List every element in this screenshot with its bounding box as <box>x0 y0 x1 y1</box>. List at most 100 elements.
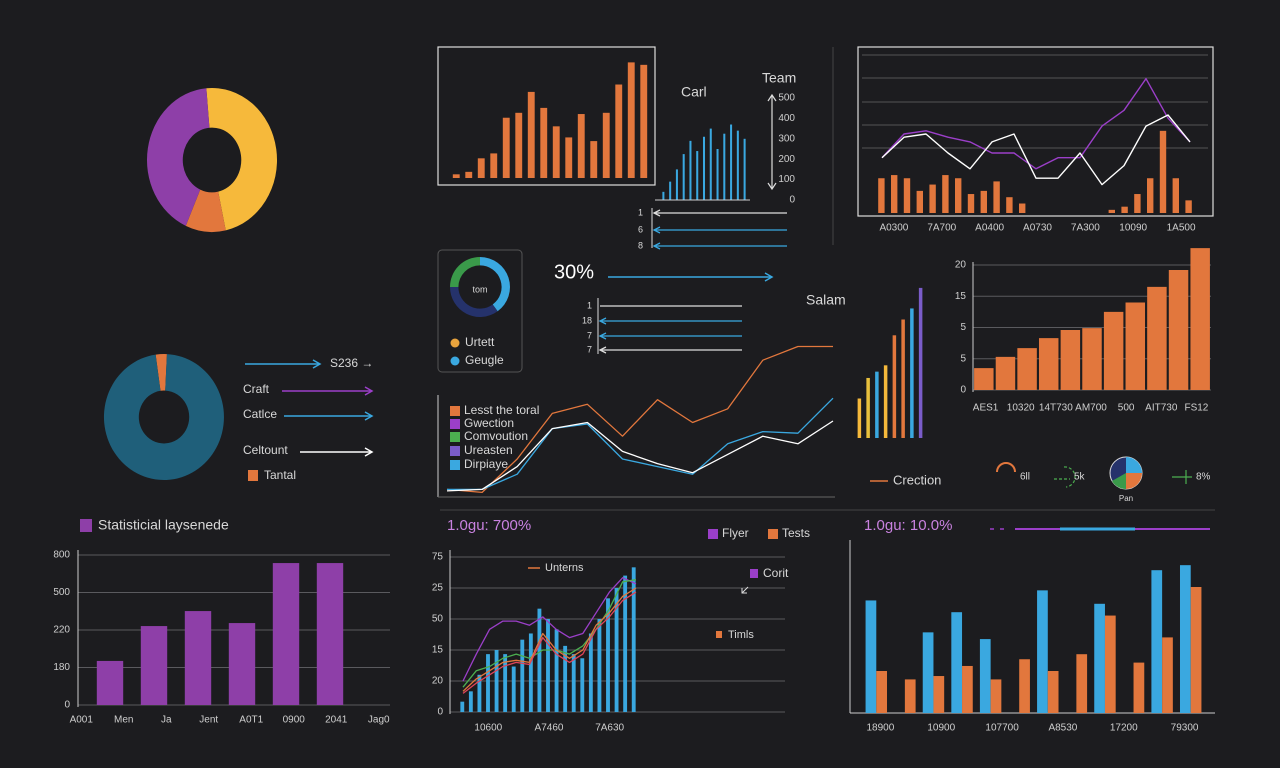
annotation: 1 <box>587 300 592 310</box>
x-tick-label: 10090 <box>1119 223 1147 234</box>
bar <box>540 107 548 178</box>
bar <box>228 623 256 705</box>
bar <box>696 151 699 200</box>
x-tick-label: 14T730 <box>1039 403 1073 414</box>
x-tick-label: 79300 <box>1171 723 1199 734</box>
bar <box>1121 206 1128 213</box>
decoration <box>652 242 661 250</box>
decoration <box>598 346 607 354</box>
x-tick-label: 10900 <box>927 723 955 734</box>
y-tick-label: 300 <box>778 133 795 144</box>
chart-title: Statisticial laysenede <box>98 517 229 533</box>
x-tick-label: 7A700 <box>927 223 956 234</box>
bar <box>96 660 124 705</box>
kpi: 30% <box>554 261 594 283</box>
bar <box>736 130 739 200</box>
donut-label: tom <box>472 284 487 294</box>
x-tick-label: Ja <box>161 715 172 726</box>
bar <box>916 190 923 213</box>
bar <box>865 600 877 713</box>
legend-swatch <box>450 446 460 456</box>
bar <box>1151 570 1163 713</box>
annotation: Craft <box>243 382 270 396</box>
line <box>446 345 833 494</box>
bar <box>1190 587 1202 713</box>
decoration <box>364 386 374 396</box>
bar <box>1038 338 1059 390</box>
y-tick-label: 0 <box>960 385 966 396</box>
bar <box>675 169 678 200</box>
x-tick-label: 2041 <box>325 715 348 726</box>
annotation: Unterns <box>545 562 584 574</box>
decoration <box>764 272 774 282</box>
bar <box>460 701 465 712</box>
bar <box>272 563 300 705</box>
y-tick-label: 50 <box>432 614 444 625</box>
bar <box>716 149 719 200</box>
y-tick-label: 800 <box>53 550 70 561</box>
x-tick-label: 0900 <box>283 715 306 726</box>
gauge-label: 5k <box>1074 472 1086 483</box>
decoration <box>857 46 1214 217</box>
bar <box>1103 311 1124 390</box>
bar <box>468 691 473 712</box>
bar <box>511 666 516 712</box>
pie-slice <box>450 287 498 317</box>
bar <box>614 588 619 712</box>
x-tick-label: 500 <box>1118 403 1135 414</box>
annotation: Timls <box>728 629 754 641</box>
bar <box>1185 200 1192 213</box>
legend-swatch <box>450 432 460 442</box>
bar <box>606 598 610 712</box>
bar <box>876 671 888 713</box>
bar <box>922 632 934 713</box>
bar <box>1019 659 1030 713</box>
y-tick-label: 25 <box>432 583 444 594</box>
legend-swatch <box>708 529 718 539</box>
legend-swatch <box>450 356 460 366</box>
chart-title: 1.0gu: 10.0% <box>864 517 952 534</box>
bar <box>1190 248 1210 390</box>
pie-slice <box>185 189 226 232</box>
bar <box>1172 178 1179 213</box>
bar <box>929 184 936 213</box>
y-tick-label: 400 <box>778 113 795 124</box>
bar <box>1017 348 1037 390</box>
bar <box>590 141 598 178</box>
bar <box>875 371 879 438</box>
bar <box>527 91 535 178</box>
gauge-label: 8% <box>1196 472 1211 483</box>
bar <box>316 563 344 705</box>
annotation: 1 <box>638 207 643 217</box>
x-tick-label: 1A500 <box>1167 223 1196 234</box>
line <box>881 114 1191 186</box>
bar <box>528 633 533 712</box>
x-tick-label: A0730 <box>1023 223 1052 234</box>
annotation: 6 <box>638 224 643 234</box>
bar <box>951 612 963 713</box>
gauge-label: 6ll <box>1020 472 1030 483</box>
annotation: 18 <box>582 315 592 325</box>
bar <box>942 175 949 213</box>
bar <box>1147 178 1154 213</box>
annotation: S236 → <box>330 356 373 370</box>
bar <box>903 178 911 213</box>
x-tick-label: A8530 <box>1048 723 1077 734</box>
legend-swatch <box>248 470 258 481</box>
bar <box>502 117 510 178</box>
bar <box>627 62 635 178</box>
bar <box>1076 654 1088 713</box>
bar <box>615 84 623 178</box>
annotation: Corit <box>763 566 789 580</box>
bar <box>520 639 525 712</box>
annotation: 8 <box>638 240 643 250</box>
pie-slice <box>146 88 210 226</box>
bar <box>967 194 975 213</box>
legend-label: Ureasten <box>464 443 513 457</box>
y-tick-label: 75 <box>432 552 444 563</box>
bar <box>623 575 628 712</box>
legend-label: Geugle <box>465 353 504 367</box>
pie-slice <box>450 257 480 287</box>
bar <box>1179 565 1191 713</box>
x-tick-label: 10600 <box>474 723 502 734</box>
